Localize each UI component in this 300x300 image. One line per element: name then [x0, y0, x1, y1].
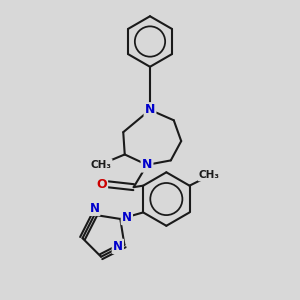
Text: CH₃: CH₃: [91, 160, 112, 170]
Text: O: O: [96, 178, 107, 191]
Text: N: N: [113, 240, 123, 253]
Text: N: N: [145, 103, 155, 116]
Text: CH₃: CH₃: [199, 170, 220, 180]
Text: N: N: [122, 211, 132, 224]
Text: N: N: [89, 202, 99, 215]
Text: N: N: [142, 158, 152, 171]
